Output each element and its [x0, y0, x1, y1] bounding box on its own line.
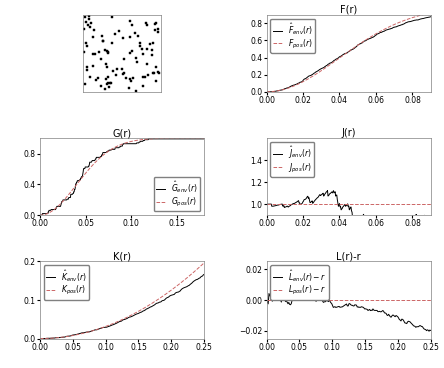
- Title: J(r): J(r): [341, 128, 356, 138]
- Legend: $\hat{F}_{env}(r)$, $F_{pos}(r)$: $\hat{F}_{env}(r)$, $F_{pos}(r)$: [270, 18, 315, 53]
- Title: K(r): K(r): [113, 251, 131, 261]
- Title: F(r): F(r): [340, 5, 357, 15]
- Title: G(r): G(r): [112, 128, 131, 138]
- Title: L(r)-r: L(r)-r: [336, 251, 361, 261]
- Legend: $\hat{K}_{env}(r)$, $K_{pos}(r)$: $\hat{K}_{env}(r)$, $K_{pos}(r)$: [44, 265, 89, 300]
- Legend: $\hat{L}_{env}(r)-r$, $L_{pos}(r)-r$: $\hat{L}_{env}(r)-r$, $L_{pos}(r)-r$: [270, 265, 329, 300]
- Legend: $\hat{G}_{env}(r)$, $G_{pos}(r)$: $\hat{G}_{env}(r)$, $G_{pos}(r)$: [154, 177, 200, 211]
- Legend: $\hat{J}_{env}(r)$, $J_{pos}(r)$: $\hat{J}_{env}(r)$, $J_{pos}(r)$: [270, 142, 314, 177]
